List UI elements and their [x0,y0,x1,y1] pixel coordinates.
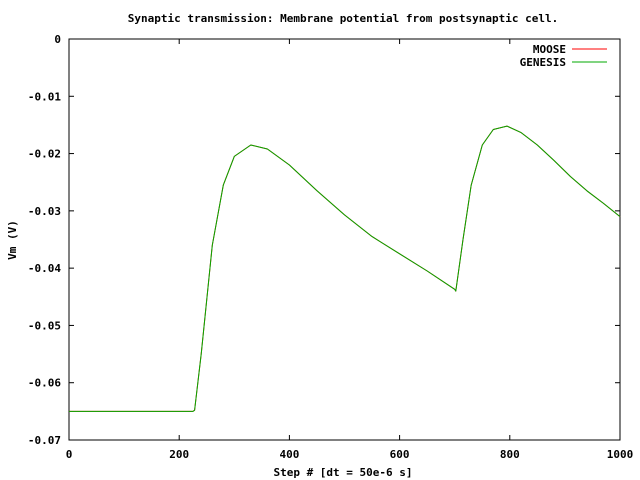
x-tick-label: 200 [169,448,189,461]
x-tick-label: 400 [279,448,299,461]
x-tick-label: 800 [500,448,520,461]
x-tick-label: 1000 [607,448,634,461]
y-axis-label: Vm (V) [6,220,19,260]
x-axis-label: Step # [dt = 50e-6 s] [273,466,412,479]
legend-label-genesis: GENESIS [520,56,566,69]
series-lines [69,125,621,412]
series-line-genesis [69,125,621,412]
plot-frame [68,38,621,441]
y-ticks: 0 -0.01 -0.02 -0.03 -0.04 -0.05 -0.06 -0.07 [28,33,620,447]
chart-title: Synaptic transmission: Membrane potentia… [128,12,558,25]
y-tick-label: -0.05 [28,319,61,332]
legend-label-moose: MOOSE [533,43,566,56]
y-tick-label: -0.07 [28,434,61,447]
y-tick-label: -0.04 [28,262,61,275]
y-tick-label: -0.03 [28,205,61,218]
y-tick-label: -0.06 [28,377,61,390]
x-ticks: 0 200 400 600 800 1000 [66,39,634,461]
series-line-moose [69,125,621,412]
y-tick-label: -0.02 [28,148,61,161]
y-tick-label: 0 [54,33,61,46]
x-tick-label: 600 [390,448,410,461]
y-tick-label: -0.01 [28,90,61,103]
x-tick-label: 0 [66,448,73,461]
